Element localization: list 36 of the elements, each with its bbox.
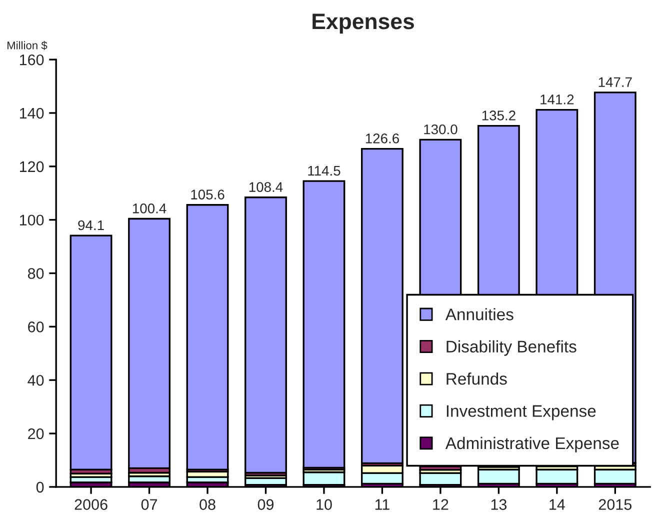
total-label: 114.5 — [308, 166, 340, 176]
x-tick-label: 12 — [433, 499, 448, 510]
y-tick-label: 160 — [20, 54, 44, 66]
x-tick-label: 2006 — [74, 499, 108, 510]
y-tick-label: 120 — [20, 161, 44, 172]
total-label: 126.6 — [366, 134, 399, 144]
legend-label: Refunds — [446, 372, 507, 385]
x-tick-label: 09 — [258, 499, 274, 510]
y-tick-label: 100 — [20, 214, 44, 226]
legend-label: Investment Expense — [446, 405, 596, 420]
x-tick-label: 11 — [375, 499, 390, 510]
chart-title: Expenses — [312, 14, 414, 34]
legend-label: Annuities — [445, 308, 514, 320]
x-tick-label: 08 — [200, 499, 216, 510]
total-label: 94.1 — [78, 220, 104, 230]
total-label: 100.4 — [132, 204, 166, 214]
total-label: 105.6 — [191, 190, 224, 200]
total-label: 130.0 — [424, 124, 458, 134]
y-axis-title: Million $ — [8, 40, 48, 50]
legend-label: Disability Benefits — [446, 340, 576, 356]
y-tick-label: 0 — [36, 482, 44, 493]
y-tick-label: 40 — [28, 374, 44, 386]
y-tick-label: 60 — [28, 322, 44, 332]
x-tick-label: 14 — [550, 499, 565, 510]
x-tick-label: 07 — [141, 499, 158, 510]
x-tick-label: 13 — [491, 499, 507, 510]
x-tick-label: 10 — [316, 499, 332, 510]
y-tick-label: 80 — [28, 268, 44, 279]
y-tick-label: 20 — [28, 428, 44, 440]
x-tick-label: 2015 — [598, 499, 632, 510]
legend-label: Administrative Expense — [445, 436, 619, 452]
total-label: 141.2 — [540, 94, 574, 104]
total-label: 135.2 — [482, 110, 516, 120]
total-label: 108.4 — [249, 182, 283, 192]
y-tick-label: 140 — [20, 108, 44, 119]
total-label: 147.7 — [598, 77, 632, 87]
